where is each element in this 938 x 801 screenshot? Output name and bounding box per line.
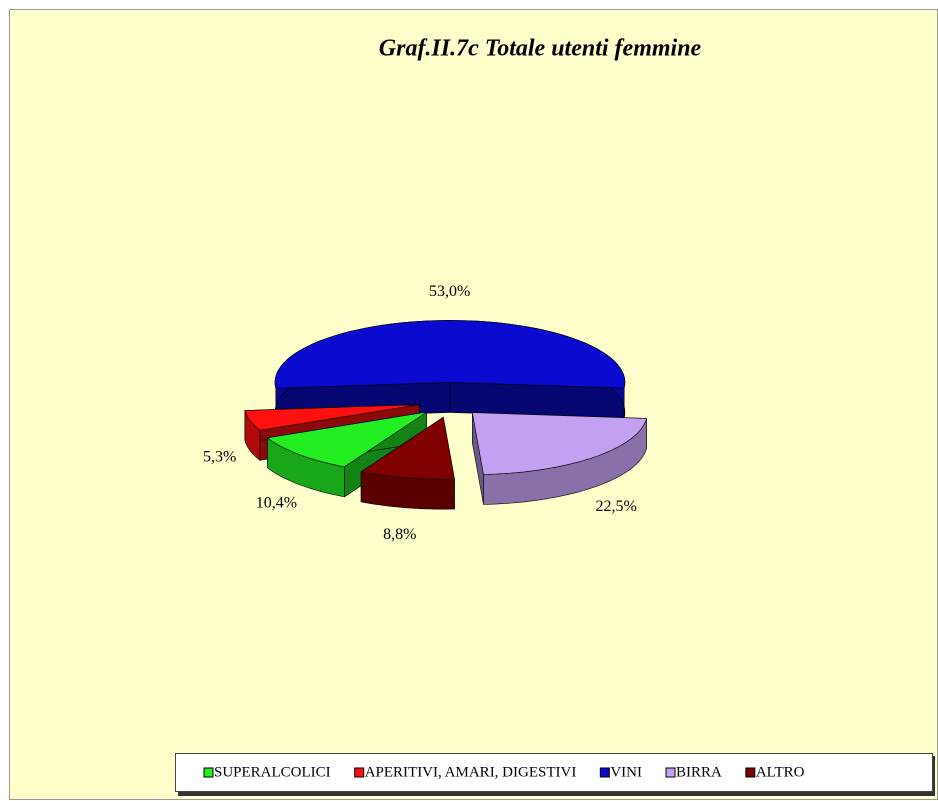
legend-swatch [745,767,756,778]
legend-swatch [599,767,610,778]
legend-label: BIRRA [676,764,722,780]
pie-slice [266,411,428,498]
legend-swatch [354,767,365,778]
data-label: 5,3% [203,449,236,466]
legend-label: SUPERALCOLICI [214,764,331,780]
pie-slice [360,416,455,510]
slice-top [471,412,647,475]
legend-label: APERITIVI, AMARI, DIGESTIVI [365,764,577,780]
slice-top [360,416,455,480]
data-label: 10,4% [256,494,297,511]
data-label: 53,0% [429,283,470,300]
data-label: 22,5% [596,498,637,515]
legend-swatch [203,767,214,778]
slice-top [266,411,427,468]
legend-swatch [665,767,676,778]
legend-label: ALTRO [756,764,805,780]
slice-top [274,320,626,389]
chart-title: Graf.II.7c Totale utenti femmine [379,36,702,62]
pie-slice [471,412,647,505]
legend [175,753,933,792]
slice-top [244,404,420,431]
data-label: 8,8% [383,526,416,543]
legend-label: VINI [610,764,642,780]
